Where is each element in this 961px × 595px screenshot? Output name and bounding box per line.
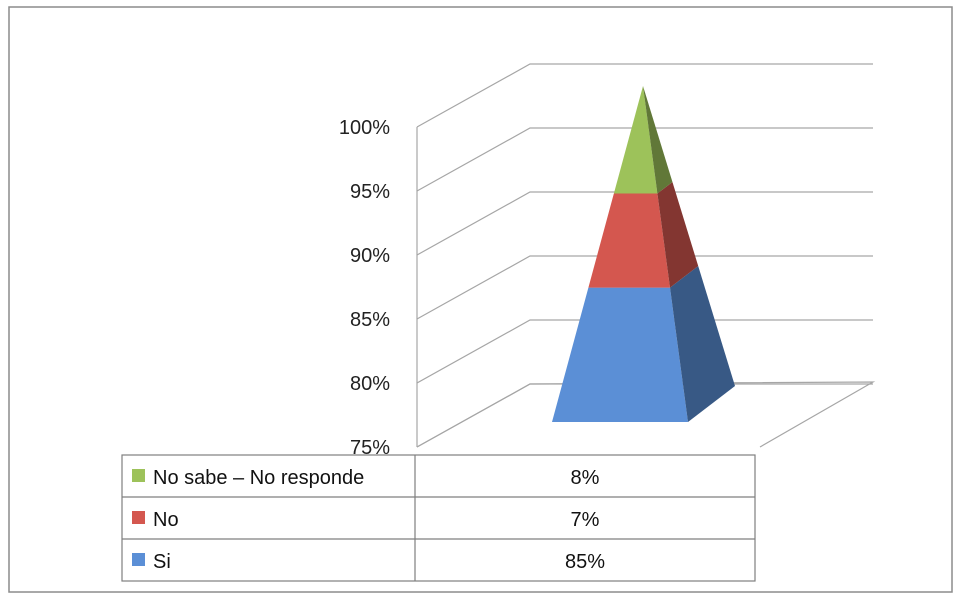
legend-label: No <box>153 509 179 531</box>
data-table: No sabe – No responde 8% No 7% Si 85% <box>121 454 756 582</box>
legend-label: No sabe – No responde <box>153 467 364 489</box>
data-label: 8% <box>571 467 600 489</box>
data-label: 85% <box>565 551 605 573</box>
legend-label: Si <box>153 551 171 573</box>
gridline <box>416 63 873 128</box>
pyramid-segment-side <box>643 86 673 194</box>
y-axis-ticks: 75% 80% 85% 90% 95% 100% <box>339 117 390 459</box>
pyramid <box>552 86 735 422</box>
y-tick-label: 85% <box>350 309 390 331</box>
pyramid-segment-side <box>670 266 735 422</box>
legend-swatch <box>132 469 145 482</box>
y-tick-label: 100% <box>339 117 390 139</box>
data-label: 7% <box>571 509 600 531</box>
pyramid-segment-front <box>613 86 658 194</box>
y-tick-label: 75% <box>350 437 390 459</box>
gridline <box>416 255 873 320</box>
gridline <box>416 127 873 192</box>
y-tick-label: 90% <box>350 245 390 267</box>
gridline <box>416 383 873 448</box>
table-border <box>121 454 756 582</box>
gridline <box>416 191 873 256</box>
pyramid-segment-front <box>588 193 670 288</box>
gridlines <box>416 63 873 448</box>
pyramid-segment-front <box>552 287 688 422</box>
legend-swatch <box>132 511 145 524</box>
y-tick-label: 80% <box>350 373 390 395</box>
y-tick-label: 95% <box>350 181 390 203</box>
legend-swatch <box>132 553 145 566</box>
gridline <box>416 319 873 384</box>
pyramid-segment-side <box>657 182 699 288</box>
